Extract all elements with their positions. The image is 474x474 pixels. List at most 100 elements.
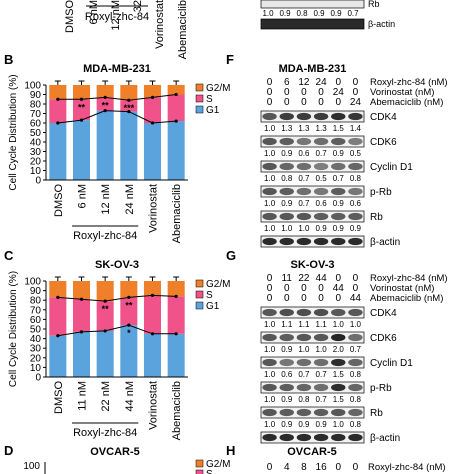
blot-quant-value: 0.7 — [298, 199, 310, 208]
x-tick-label: Abemaciclib — [171, 381, 183, 440]
blot-band — [348, 162, 363, 171]
y-tick-label: 10 — [30, 363, 42, 374]
blot-quant-value: 0.8 — [350, 174, 362, 183]
treatment-dose: 0 — [353, 273, 359, 284]
bar-segment-g1 — [49, 123, 67, 180]
trend-point — [127, 98, 131, 102]
y-tick-label: 70 — [30, 109, 42, 120]
blot-frame — [260, 235, 365, 248]
treatment-dose: 11 — [282, 273, 293, 284]
blot-quant-value: 0.6 — [350, 199, 362, 208]
blot-band — [296, 433, 312, 442]
blot-band — [279, 408, 294, 417]
top-blot-row-rb: Rb — [368, 0, 380, 9]
treatment-dose: 8 — [301, 462, 307, 473]
blot-title: SK-OV-3 — [290, 259, 334, 271]
blot-protein-label: β-actin — [370, 433, 400, 444]
blot-band — [262, 333, 277, 342]
y-axis-label: Cell Cycle Distribution (%) — [8, 271, 19, 387]
blot-band — [262, 137, 277, 146]
blot-frame — [260, 356, 365, 369]
blot-band — [348, 383, 363, 392]
panel-d-title: OVCAR-5 — [90, 446, 140, 458]
bar-segment-s — [167, 94, 185, 122]
trend-line-g1 — [57, 110, 177, 124]
blot-frame — [260, 135, 365, 148]
panel-d: D OVCAR-5 100 G2/M S — [4, 443, 230, 474]
blot-frame — [260, 406, 365, 419]
blot-band — [313, 212, 329, 221]
panel-letter-d: D — [4, 443, 13, 458]
bar-segment-g2m — [143, 281, 162, 296]
top-x-label-4: Vorinostat — [154, 0, 166, 49]
treatment-dose: 4 — [284, 462, 290, 473]
blot-quant-value: 1.1 — [298, 320, 310, 329]
treatment-dose: 24 — [350, 97, 362, 108]
bar-segment-g1 — [96, 110, 114, 180]
treatment-dose: 0 — [267, 283, 273, 294]
trend-point — [150, 95, 155, 99]
blot-quant-value: 0.8 — [350, 395, 362, 404]
chart-title: SK-OV-3 — [95, 259, 139, 271]
treatment-dose: 0 — [335, 462, 341, 473]
trend-point — [79, 330, 84, 334]
treatment-dose: 0 — [301, 97, 307, 108]
panel-h-treatment-label: Roxyl-zhc-84 (nM) — [368, 462, 446, 473]
treatment-dose: 0 — [335, 273, 341, 284]
trend-point — [174, 332, 178, 336]
blot-quant-value: 1.0 — [264, 395, 276, 404]
top-group-label: Roxyl-zhc-84 — [85, 11, 149, 23]
x-tick-label: DMSO — [53, 381, 65, 414]
treatment-label: Abemaciclib (nM) — [370, 293, 443, 304]
x-tick-label: DMSO — [53, 184, 65, 217]
blot-band — [296, 408, 312, 417]
top-x-label-5: Abemaciclib — [177, 0, 189, 59]
blot-band — [331, 112, 346, 121]
blot-band — [262, 308, 277, 317]
blot-band — [262, 433, 277, 442]
treatment-dose: 0 — [267, 273, 273, 284]
legend-swatch — [195, 94, 204, 103]
blot-band — [348, 187, 363, 196]
blot-band — [348, 237, 363, 246]
treatment-label: Vorinostat (nM) — [370, 87, 434, 98]
legend-label: S — [206, 94, 213, 105]
bar-segment-s — [49, 297, 67, 336]
bar-segment-g2m — [96, 281, 114, 302]
blot-frame — [260, 381, 365, 394]
y-tick-label: 60 — [30, 315, 42, 326]
bar-segment-g2m — [120, 85, 138, 101]
bar-segment-g1 — [72, 331, 91, 377]
treatment-dose: 0 — [267, 293, 273, 304]
blot-quant-value: 0.7 — [316, 149, 328, 158]
x-tick-label: 6 nM — [77, 184, 89, 208]
bar-segment-g1 — [49, 335, 67, 377]
significance-label: ** — [125, 300, 133, 310]
treatment-dose: 24 — [316, 77, 328, 88]
blot-band — [348, 212, 363, 221]
trend-point — [56, 121, 60, 125]
top-blot-values: 1.0 0.9 0.8 0.9 0.9 0.7 — [262, 9, 359, 18]
trend-point — [174, 92, 178, 97]
top-blot-value: 0.8 — [296, 9, 308, 18]
group-label: Roxyl-zhc-84 — [73, 230, 137, 242]
blot-quant-value: 0.7 — [298, 174, 310, 183]
chart-sk-ov-3: SK-OV-3 Cell Cycle Distribution (%) 010203… — [8, 259, 230, 440]
blot-band — [331, 162, 346, 171]
top-blot-value: 0.9 — [330, 9, 342, 18]
y-tick-label: 20 — [30, 353, 42, 364]
blot-quant-value: 0.8 — [350, 370, 362, 379]
treatment-dose: 0 — [353, 77, 359, 88]
blot-quant-value: 1.1 — [281, 320, 293, 329]
panel-d-legend-s: S — [206, 469, 213, 474]
bar-segment-g2m — [143, 85, 162, 98]
blot-band — [313, 308, 329, 317]
blot-quant-value: 1.0 — [264, 149, 276, 158]
trend-point — [103, 299, 107, 303]
blot-protein-label: CDK4 — [370, 112, 397, 123]
treatment-dose: 0 — [267, 97, 273, 108]
significance-label: ** — [102, 100, 110, 110]
blot-frame — [260, 431, 365, 444]
